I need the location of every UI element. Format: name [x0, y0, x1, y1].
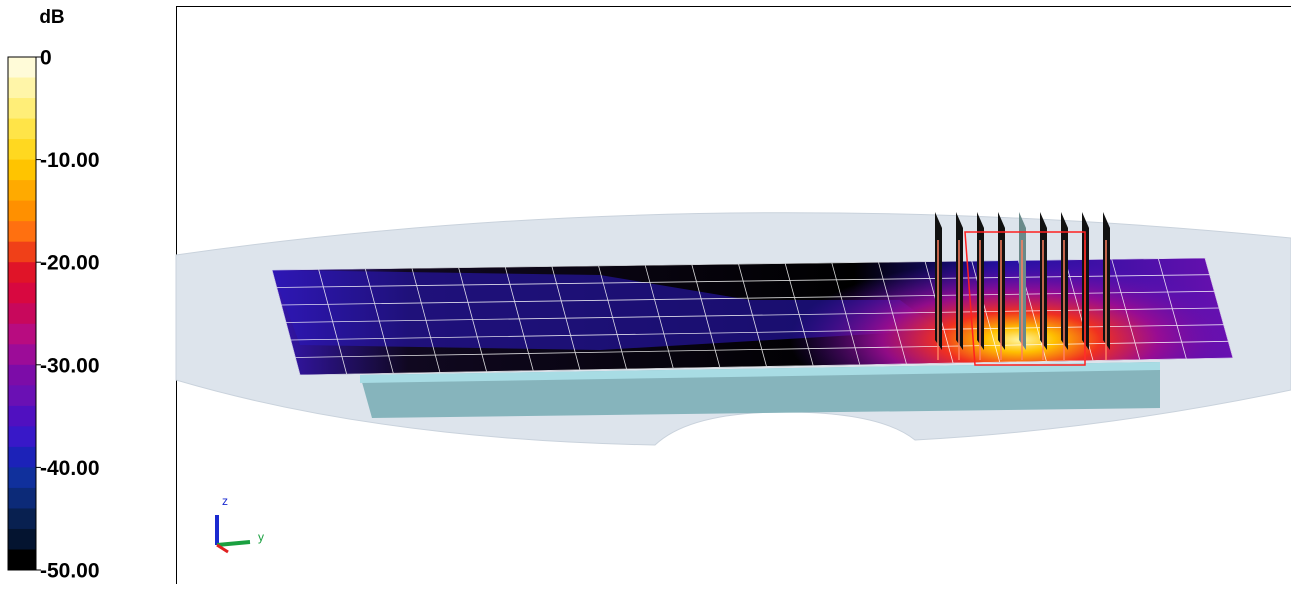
colorbar-band: [8, 426, 36, 447]
colorbar-band: [8, 529, 36, 550]
colorbar-band: [8, 242, 36, 263]
colorbar-band: [8, 447, 36, 468]
scene: [176, 212, 1291, 445]
colorbar-band: [8, 406, 36, 427]
colorbar-tick-label: 0: [40, 47, 52, 70]
colorbar-band: [8, 385, 36, 406]
colorbar-band: [8, 78, 36, 99]
colorbar-band: [8, 57, 36, 78]
colorbar-tick-label: -50.00: [40, 560, 100, 583]
colorbar-band: [8, 549, 36, 570]
colorbar-band: [8, 98, 36, 119]
colorbar-band: [8, 283, 36, 304]
colorbar-band: [8, 488, 36, 509]
colorbar-band: [8, 201, 36, 222]
colorbar-tick-label: -30.00: [40, 354, 100, 377]
colorbar-band: [8, 139, 36, 160]
colorbar-band: [8, 467, 36, 488]
colorbar: 0 -10.00 -20.00 -30.00 -40.00 -50.00: [8, 47, 100, 583]
heatsink-fins: [935, 212, 1110, 360]
colorbar-tick-label: -40.00: [40, 457, 100, 480]
colorbar-band: [8, 365, 36, 386]
axis-y-label: y: [258, 530, 264, 544]
colorbar-unit: dB: [39, 7, 64, 28]
colorbar-tick-label: -10.00: [40, 149, 100, 172]
colorbar-band: [8, 160, 36, 181]
colorbar-band: [8, 508, 36, 529]
axis-z-label: z: [222, 494, 228, 508]
colorbar-band: [8, 221, 36, 242]
colorbar-band: [8, 180, 36, 201]
colorbar-band: [8, 344, 36, 365]
colorbar-tick-label: -20.00: [40, 252, 100, 275]
colorbar-band: [8, 262, 36, 283]
colorbar-band: [8, 303, 36, 324]
colorbar-band: [8, 324, 36, 345]
colorbar-band: [8, 119, 36, 140]
